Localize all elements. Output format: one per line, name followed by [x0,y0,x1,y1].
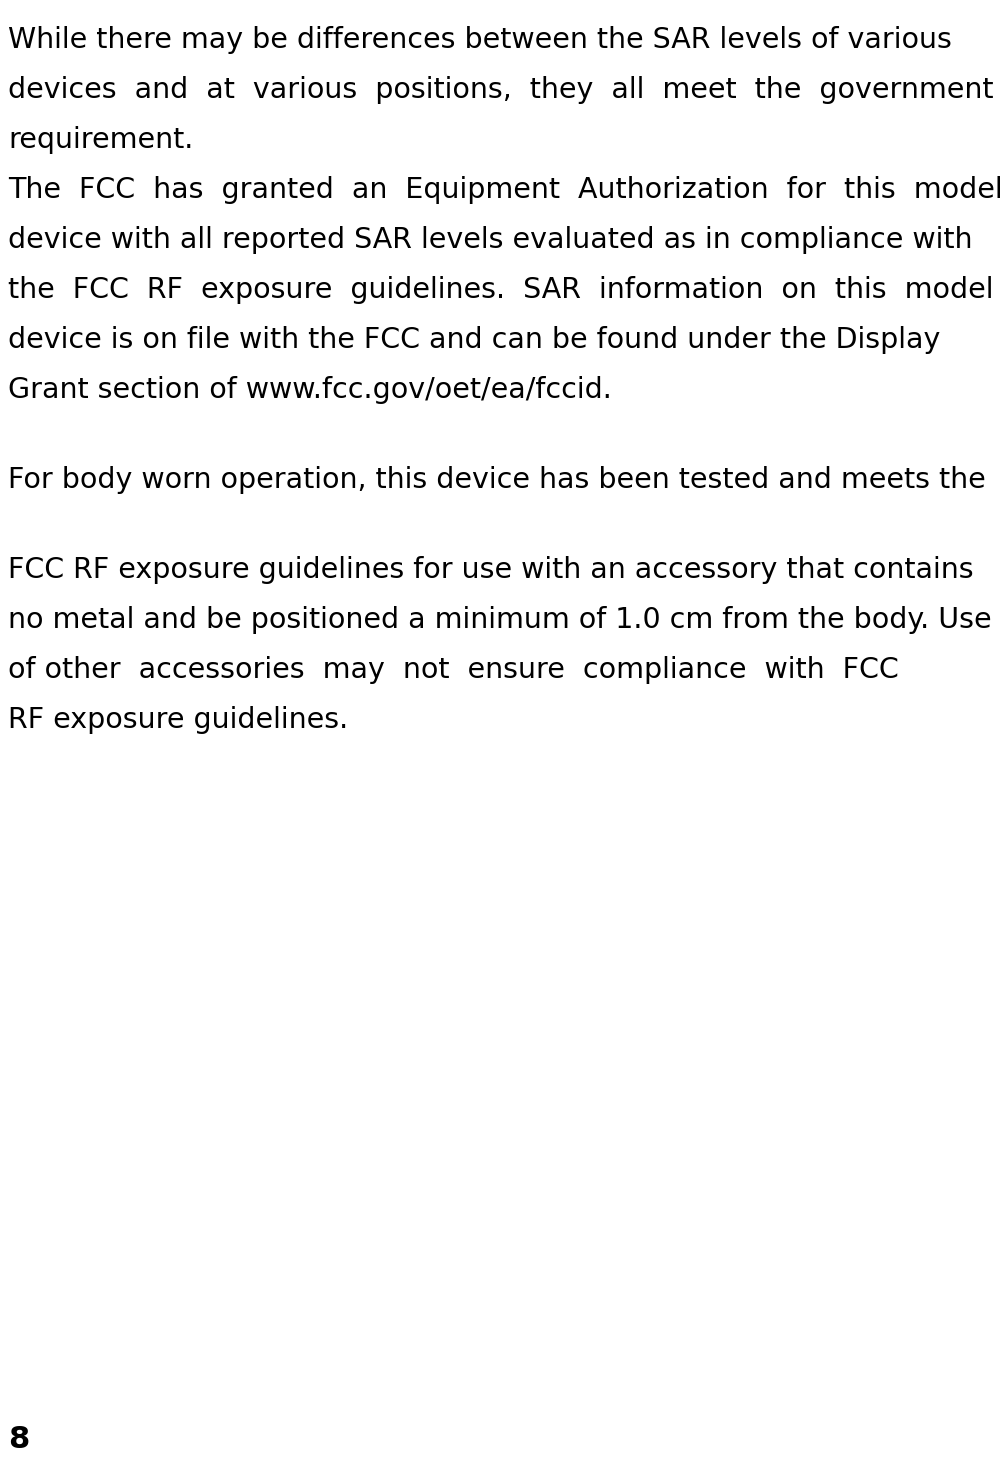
Text: FCC RF exposure guidelines for use with an accessory that contains: FCC RF exposure guidelines for use with … [8,556,974,585]
Text: devices  and  at  various  positions,  they  all  meet  the  government: devices and at various positions, they a… [8,76,994,104]
Text: For body worn operation, this device has been tested and meets the: For body worn operation, this device has… [8,466,986,494]
Text: The  FCC  has  granted  an  Equipment  Authorization  for  this  model: The FCC has granted an Equipment Authori… [8,177,1003,205]
Text: Grant section of www.fcc.gov/oet/ea/fccid.: Grant section of www.fcc.gov/oet/ea/fcci… [8,377,612,405]
Text: RF exposure guidelines.: RF exposure guidelines. [8,706,348,735]
Text: requirement.: requirement. [8,126,194,154]
Text: device is on file with the FCC and can be found under the Display: device is on file with the FCC and can b… [8,326,940,355]
Text: device with all reported SAR levels evaluated as in compliance with: device with all reported SAR levels eval… [8,227,973,254]
Text: of other  accessories  may  not  ensure  compliance  with  FCC: of other accessories may not ensure comp… [8,656,899,684]
Text: While there may be differences between the SAR levels of various: While there may be differences between t… [8,27,952,55]
Text: the  FCC  RF  exposure  guidelines.  SAR  information  on  this  model: the FCC RF exposure guidelines. SAR info… [8,276,994,304]
Text: 8: 8 [8,1425,29,1454]
Text: no metal and be positioned a minimum of 1.0 cm from the body. Use: no metal and be positioned a minimum of … [8,607,992,634]
